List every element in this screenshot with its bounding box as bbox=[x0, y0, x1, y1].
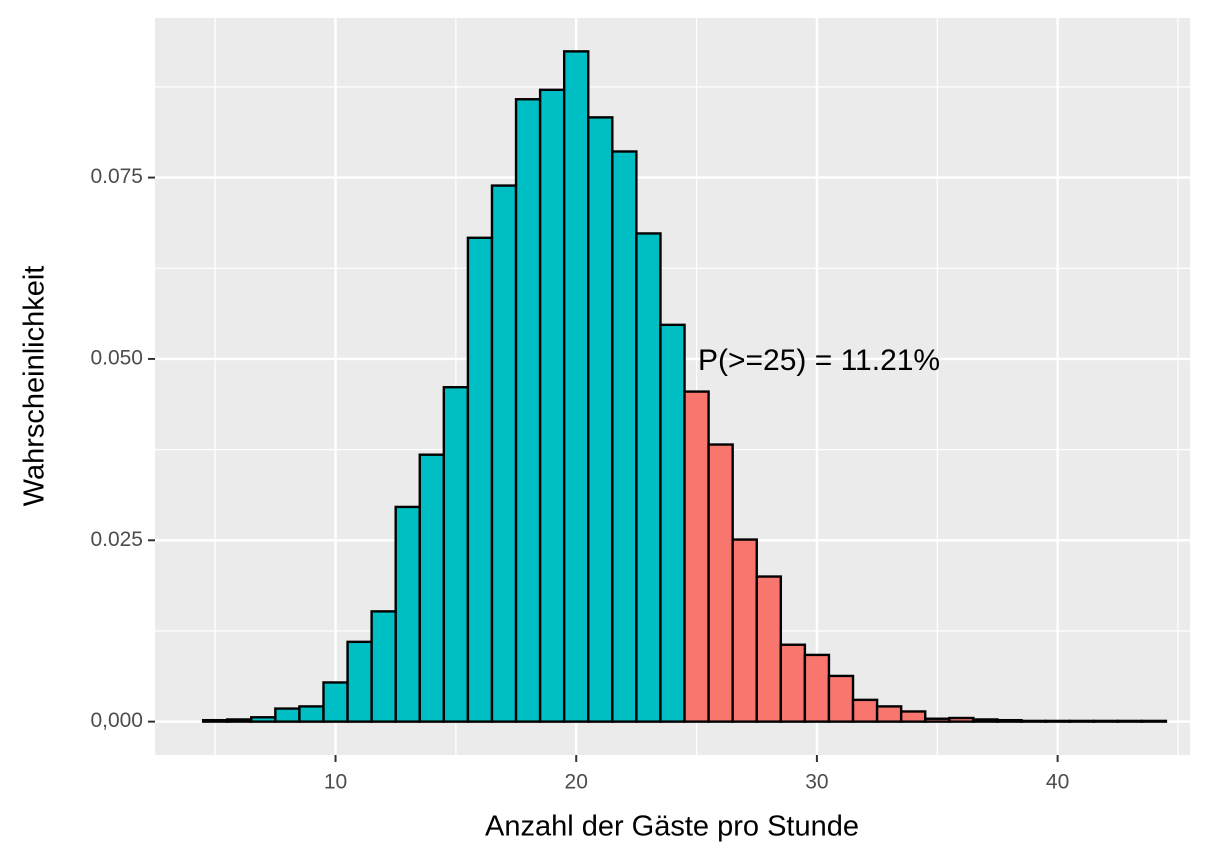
x-axis-title: Anzahl der Gäste pro Stunde bbox=[485, 811, 859, 843]
bar bbox=[346, 640, 373, 723]
bar bbox=[1092, 719, 1119, 723]
bar bbox=[490, 184, 518, 723]
y-tick-label: 0.075 bbox=[90, 165, 143, 188]
bar bbox=[851, 698, 879, 723]
bar bbox=[226, 718, 253, 723]
bar bbox=[442, 386, 470, 723]
bar bbox=[370, 610, 397, 723]
bar bbox=[875, 705, 903, 723]
bar bbox=[298, 705, 325, 723]
bar bbox=[1044, 719, 1071, 723]
bar bbox=[1020, 719, 1047, 723]
bar bbox=[803, 653, 831, 723]
x-tick-label: 20 bbox=[565, 771, 588, 794]
y-tick-label: 0.050 bbox=[90, 346, 143, 369]
bar bbox=[1068, 719, 1095, 723]
bar bbox=[1116, 719, 1144, 723]
bar bbox=[466, 236, 494, 723]
bar bbox=[394, 505, 421, 723]
bar bbox=[948, 716, 975, 723]
bar bbox=[274, 707, 301, 723]
bar bbox=[899, 710, 927, 723]
bar bbox=[538, 88, 566, 723]
bar bbox=[562, 50, 590, 723]
x-tick-label: 30 bbox=[805, 771, 828, 794]
x-tick-label: 40 bbox=[1046, 771, 1069, 794]
bar bbox=[635, 232, 662, 723]
bar bbox=[201, 718, 229, 723]
bars bbox=[201, 50, 1168, 723]
bar bbox=[707, 443, 734, 723]
annotation: P(>=25) = 11.21% bbox=[698, 344, 940, 377]
bar bbox=[587, 116, 614, 723]
x-tick-label: 10 bbox=[324, 771, 347, 794]
bar bbox=[514, 98, 542, 723]
axes: 10 20 30 40 0,000 0.025 0.050 0.075 bbox=[90, 165, 1069, 793]
bar bbox=[972, 718, 999, 723]
bar bbox=[659, 323, 686, 723]
bar bbox=[683, 390, 710, 723]
bar bbox=[731, 538, 758, 723]
bar bbox=[827, 674, 855, 723]
bar bbox=[779, 643, 807, 723]
bar bbox=[996, 718, 1023, 723]
bar bbox=[1140, 719, 1168, 723]
bar bbox=[755, 575, 783, 723]
bar bbox=[418, 453, 446, 723]
y-tick-label: 0,000 bbox=[90, 709, 143, 732]
y-tick-label: 0.025 bbox=[90, 528, 143, 551]
bar bbox=[250, 716, 277, 723]
bar bbox=[611, 150, 638, 723]
bar bbox=[322, 681, 349, 723]
y-axis-title: Wahrscheinlichkeit bbox=[19, 266, 51, 507]
bar bbox=[924, 717, 951, 723]
